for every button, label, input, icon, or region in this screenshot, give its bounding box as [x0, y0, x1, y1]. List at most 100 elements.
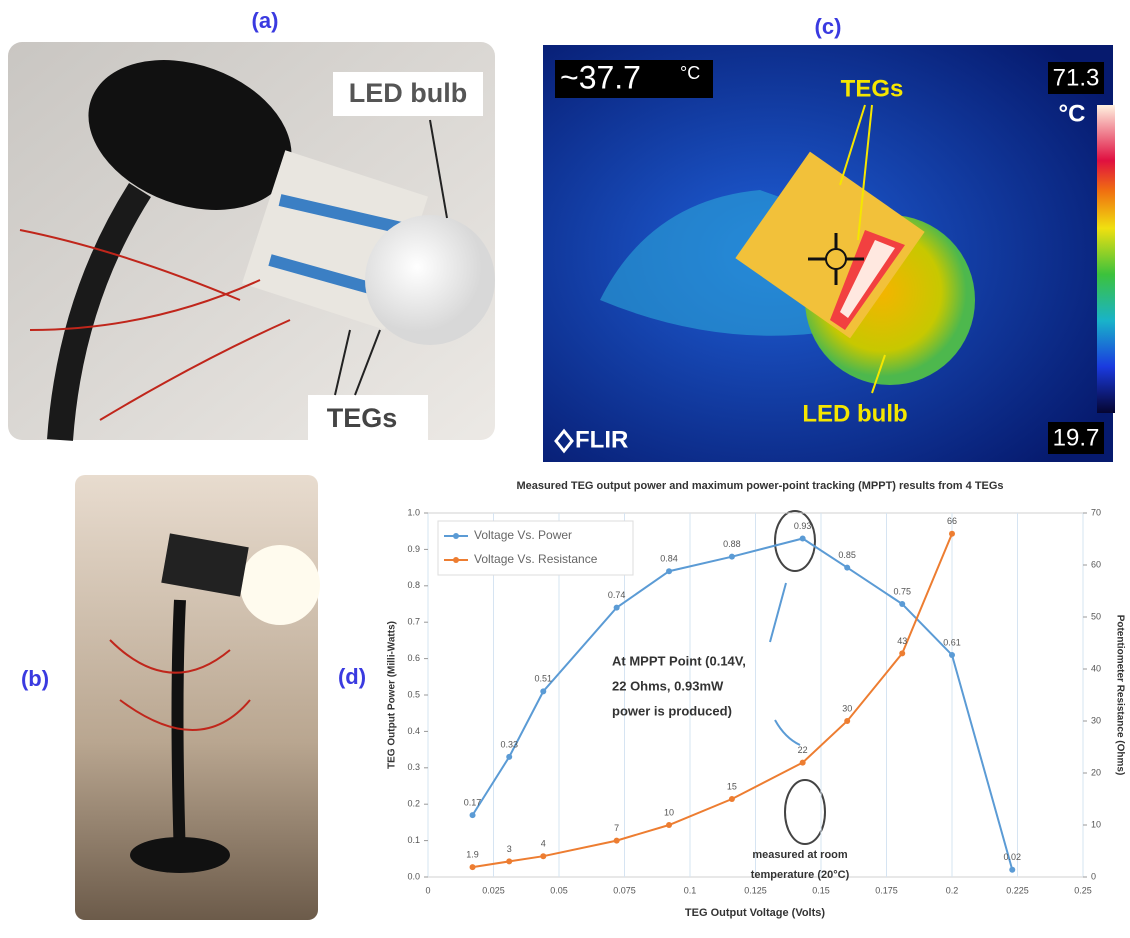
y-tick-label: 0.0 — [407, 871, 420, 881]
data-label: 10 — [664, 807, 674, 817]
arrow — [770, 583, 800, 745]
point — [614, 838, 620, 844]
y-tick-label: 0.8 — [407, 580, 420, 590]
point — [899, 650, 905, 656]
data-label: 15 — [727, 781, 737, 791]
annotation: power is produced) — [612, 703, 732, 718]
point — [540, 853, 546, 859]
data-label: 22 — [798, 745, 808, 755]
annotation: 22 Ohms, 0.93mW — [612, 678, 724, 693]
point — [729, 554, 735, 560]
x-axis-label: TEG Output Voltage (Volts) — [685, 907, 825, 919]
panel-label: (d) — [338, 664, 366, 689]
x-tick-label: 0.05 — [550, 885, 568, 895]
data-label: 0.88 — [723, 539, 741, 549]
thermal-image: ~37.7 °C 71.3 °C 19.7 FLIR TEGs LED bulb — [543, 45, 1115, 462]
scale-max: 71.3 — [1053, 64, 1100, 91]
x-tick-label: 0.075 — [613, 885, 636, 895]
y2-tick-label: 10 — [1091, 819, 1101, 829]
point — [666, 822, 672, 828]
y-tick-label: 0.4 — [407, 726, 420, 736]
y2-tick-label: 40 — [1091, 663, 1101, 673]
data-label: 0.51 — [535, 674, 553, 684]
x-tick-label: 0.125 — [744, 885, 767, 895]
legend-label: Voltage Vs. Resistance — [474, 552, 598, 566]
point — [844, 565, 850, 571]
x-tick-label: 0.175 — [875, 885, 898, 895]
data-label: 7 — [614, 823, 619, 833]
spot-unit: °C — [680, 63, 700, 83]
point — [800, 535, 806, 541]
data-label: 0.17 — [464, 797, 482, 807]
y-tick-label: 0.7 — [407, 617, 420, 627]
scale-unit: °C — [1059, 100, 1086, 127]
point — [470, 812, 476, 818]
data-label: 0.74 — [608, 590, 626, 600]
chart-title: Measured TEG output power and maximum po… — [516, 480, 1003, 492]
brand: FLIR — [575, 426, 628, 453]
y2-tick-label: 20 — [1091, 767, 1101, 777]
y2-tick-label: 50 — [1091, 611, 1101, 621]
y-tick-label: 0.2 — [407, 799, 420, 809]
data-label: 1.9 — [466, 849, 479, 859]
x-tick-label: 0.225 — [1006, 885, 1029, 895]
annotation: At MPPT Point (0.14V, — [612, 653, 746, 668]
y-tick-label: 0.1 — [407, 835, 420, 845]
x-tick-label: 0 — [425, 885, 430, 895]
data-label: 43 — [897, 636, 907, 646]
x-tick-label: 0.025 — [482, 885, 505, 895]
data-label: 0.61 — [943, 637, 961, 647]
legend-swatch — [453, 557, 459, 563]
data-label: 0.02 — [1003, 852, 1021, 862]
x-tick-label: 0.25 — [1074, 885, 1092, 895]
x-tick-label: 0.15 — [812, 885, 830, 895]
y-tick-label: 0.5 — [407, 689, 420, 699]
y-tick-label: 0.6 — [407, 653, 420, 663]
point — [506, 754, 512, 760]
panel-label: (a) — [252, 8, 279, 33]
callout: LED bulb — [349, 78, 467, 108]
y-axis-label: TEG Output Power (Milli-Watts) — [387, 621, 398, 769]
point — [800, 760, 806, 766]
annotation: measured at room — [752, 849, 848, 861]
point — [614, 605, 620, 611]
photo-a: LED bulb TEGs — [8, 33, 495, 443]
y2-tick-label: 60 — [1091, 559, 1101, 569]
y-tick-label: 0.3 — [407, 762, 420, 772]
point — [844, 718, 850, 724]
legend-swatch — [453, 533, 459, 539]
point — [729, 796, 735, 802]
point — [470, 864, 476, 870]
y-tick-label: 0.9 — [407, 544, 420, 554]
callout: TEGs — [327, 403, 398, 433]
spot-temp: ~37.7 — [560, 59, 641, 95]
figure: LED bulb TEGs (a) (b) ~37.7 °C 71.3 °C 1… — [0, 0, 1130, 933]
highlight — [785, 780, 825, 844]
data-label: 0.93 — [794, 521, 812, 531]
point — [949, 652, 955, 658]
x-tick-label: 0.2 — [946, 885, 959, 895]
data-label: 66 — [947, 516, 957, 526]
point — [899, 601, 905, 607]
callout: LED bulb — [802, 400, 907, 427]
point — [666, 568, 672, 574]
data-label: 4 — [541, 839, 546, 849]
data-label: 0.75 — [893, 586, 911, 596]
point — [949, 531, 955, 537]
legend-label: Voltage Vs. Power — [474, 528, 572, 542]
y2-tick-label: 30 — [1091, 715, 1101, 725]
y2-tick-label: 70 — [1091, 507, 1101, 517]
annotation: temperature (20°C) — [751, 869, 850, 881]
series-line — [473, 534, 952, 867]
data-label: 30 — [842, 703, 852, 713]
scale-min: 19.7 — [1053, 424, 1100, 451]
y-tick-label: 1.0 — [407, 507, 420, 517]
photo-b — [75, 475, 320, 920]
data-label: 0.85 — [838, 550, 856, 560]
series-line — [473, 538, 1013, 869]
data-label: 3 — [507, 844, 512, 854]
point — [540, 688, 546, 694]
data-label: 0.84 — [660, 554, 678, 564]
point — [506, 858, 512, 864]
callout: TEGs — [841, 75, 904, 102]
